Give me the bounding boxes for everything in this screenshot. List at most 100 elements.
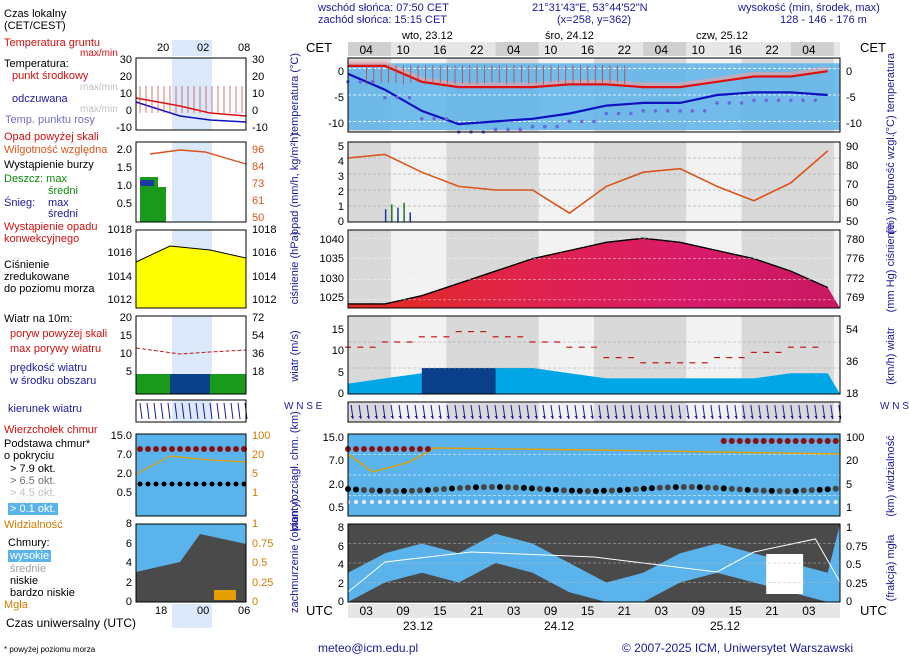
cloud-base-dot-light — [490, 500, 494, 504]
precip-tick-l-5: 0 — [318, 216, 344, 228]
left-cover-l-2: 4 — [100, 557, 132, 569]
left-press-tick-l-3: 1012 — [100, 294, 132, 306]
cover-tick-r-1: 0.75 — [846, 541, 867, 553]
left-cloud-top-dot — [137, 446, 143, 452]
left-wind-tick-r-3: 18 — [252, 366, 264, 378]
left-temp-tick-l-0: 30 — [100, 54, 132, 66]
left-hum-r-4: 50 — [252, 212, 264, 224]
cloud-base-dot — [593, 488, 599, 494]
cloud-tick-l-0: 15.0 — [318, 432, 344, 444]
utc-hour-9: 09 — [692, 605, 705, 617]
cloud-base-dot-light — [810, 500, 814, 504]
cloud-base-dot — [625, 487, 631, 493]
cloud-base-dot-light — [426, 500, 430, 504]
press-tick-l-2: 1030 — [318, 273, 344, 285]
left-cloud-base-dot — [226, 482, 231, 487]
night-band-press-0 — [348, 230, 391, 308]
temp-tick-l-0: 0 — [318, 66, 344, 78]
cover-tick-l-1: 6 — [318, 541, 344, 553]
cet-hour-2: 16 — [433, 44, 446, 56]
cloud-base-dot — [729, 486, 735, 492]
utc-hour-2: 15 — [433, 605, 446, 617]
cet-hour-3: 22 — [470, 44, 483, 56]
cloud-base-dot-light — [833, 500, 837, 504]
precip-tick-r-2: 70 — [846, 179, 858, 191]
cloud-top-dot — [817, 438, 823, 444]
cloud-base-dot-light — [378, 500, 382, 504]
precip-tick-l-3: 2 — [318, 186, 344, 198]
cloud-base-dot — [457, 485, 463, 491]
cloud-top-dot — [753, 438, 759, 444]
cloud-base-dot — [537, 486, 543, 492]
left-press-tick-l-2: 1014 — [100, 271, 132, 283]
cloud-base-dot — [417, 487, 423, 493]
left-cover-l-4: 0 — [100, 596, 132, 608]
cloud-base-dot — [657, 485, 663, 491]
cloud-base-dot — [433, 487, 439, 493]
octa-6-5: > 6.5 okt. — [10, 475, 56, 487]
left-cloud-base-dot — [146, 482, 151, 487]
night-band-dir-1 — [446, 402, 538, 422]
feel-temp-dot — [383, 96, 387, 100]
cloud-base-dot — [441, 486, 447, 492]
cloud-base-label-2: o pokryciu — [4, 450, 54, 462]
feel-temp-dot — [752, 98, 756, 102]
rain-max-label: Deszcz: max — [4, 173, 67, 185]
cloud-base-dot-light — [578, 500, 582, 504]
cet-label-left: CET — [306, 42, 332, 54]
cloud-top-dot — [409, 446, 415, 452]
footer-email[interactable]: meteo@icm.edu.pl — [318, 642, 418, 654]
day-top-2: śro, 24.12 — [545, 30, 594, 42]
feel-temp-dot — [678, 109, 682, 113]
cloud-top-dot — [809, 438, 815, 444]
cloud-base-dot — [681, 484, 687, 490]
cloud-white-patch — [766, 554, 803, 594]
left-hum-r-3: 61 — [252, 195, 264, 207]
cover-tick-r-0: 1 — [846, 522, 852, 534]
feel-temp-dot — [641, 109, 645, 113]
cloud-base-dot-light — [354, 500, 358, 504]
meteogram — [0, 0, 910, 660]
cloud-top-dot — [425, 446, 431, 452]
cet-hour-12: 04 — [802, 44, 815, 56]
cloud-base-dot — [489, 484, 495, 490]
feel-temp-dot — [494, 128, 498, 132]
left-press-tick-l-0: 1018 — [100, 224, 132, 236]
cloud-base-dot — [649, 485, 655, 491]
feel-temp-dot — [691, 109, 695, 113]
left-cover-r-2: 0.5 — [252, 557, 267, 569]
left-cloud-l-0: 15.0 — [100, 430, 132, 442]
feel-temp-dot — [408, 96, 412, 100]
cloud-base-dot — [409, 488, 415, 494]
fog-label: Mgła — [4, 599, 28, 611]
cloud-base-dot-light — [418, 500, 422, 504]
ylabel-wind-right: (km/h) wiatr — [885, 311, 897, 401]
feel-temp-dot — [432, 117, 436, 121]
day-bottom-3: 25.12 — [710, 620, 740, 632]
day-bottom-1: 23.12 — [403, 620, 433, 632]
cloud-base-dot-light — [754, 500, 758, 504]
temp-feel-label: odczuwana — [12, 93, 68, 105]
left-cloud-top-dot — [201, 446, 207, 452]
wind-tick-r-2: 18 — [846, 388, 858, 400]
cover-tick-l-3: 2 — [318, 578, 344, 590]
left-cloud-base-dot — [162, 482, 167, 487]
cloud-top-dot — [761, 438, 767, 444]
precip-tick-l-0: 5 — [318, 141, 344, 153]
night-band-dir-3 — [742, 402, 834, 422]
cloud-base-dot — [745, 487, 751, 493]
left-hum-r-1: 84 — [252, 161, 264, 173]
cloud-base-dot-light — [562, 500, 566, 504]
cloud-base-label: Podstawa chmur* — [4, 438, 90, 450]
feel-temp-dot — [728, 101, 732, 105]
cloud-base-dot-light — [482, 500, 486, 504]
cloud-base-dot-light — [738, 500, 742, 504]
cloud-base-dot-light — [826, 500, 830, 504]
precip-bar-2 — [397, 208, 399, 222]
cloud-base-dot-light — [370, 500, 374, 504]
left-hum-tick-l-3: 0.5 — [100, 198, 132, 210]
cloud-top-dot — [801, 438, 807, 444]
cloud-base-dot — [353, 487, 359, 493]
left-cloud-top-dot — [185, 446, 191, 452]
feel-temp-dot — [666, 109, 670, 113]
